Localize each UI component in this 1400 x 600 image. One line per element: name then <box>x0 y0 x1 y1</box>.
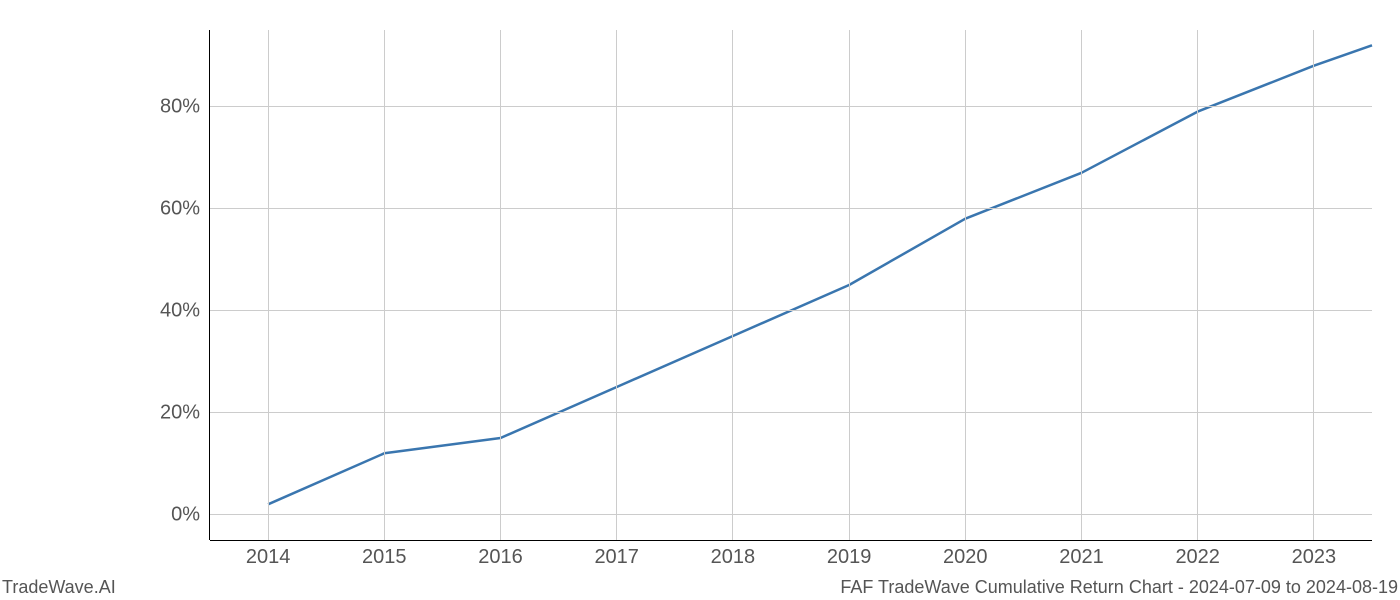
return-series-line <box>268 45 1372 504</box>
x-tick-label: 2021 <box>1059 546 1104 569</box>
gridline-horizontal <box>210 412 1372 413</box>
footer-right-label: FAF TradeWave Cumulative Return Chart - … <box>840 577 1398 598</box>
y-axis-spine <box>209 30 210 540</box>
x-tick-label: 2017 <box>594 546 639 569</box>
x-axis-spine <box>210 540 1372 541</box>
y-tick-label: 0% <box>171 503 200 526</box>
gridline-horizontal <box>210 208 1372 209</box>
x-tick-label: 2022 <box>1175 546 1220 569</box>
gridline-horizontal <box>210 310 1372 311</box>
x-tick-label: 2016 <box>478 546 523 569</box>
x-tick-label: 2020 <box>943 546 988 569</box>
y-tick-label: 80% <box>160 95 200 118</box>
line-layer <box>0 0 1400 600</box>
x-tick-label: 2018 <box>711 546 756 569</box>
gridline-horizontal <box>210 106 1372 107</box>
x-tick-label: 2014 <box>246 546 291 569</box>
y-tick-label: 20% <box>160 401 200 424</box>
cumulative-return-chart: TradeWave.AI FAF TradeWave Cumulative Re… <box>0 0 1400 600</box>
x-tick-label: 2015 <box>362 546 407 569</box>
y-tick-label: 40% <box>160 299 200 322</box>
y-tick-label: 60% <box>160 197 200 220</box>
x-tick-label: 2023 <box>1292 546 1337 569</box>
footer-left-label: TradeWave.AI <box>2 577 116 598</box>
x-tick-label: 2019 <box>827 546 872 569</box>
gridline-horizontal <box>210 514 1372 515</box>
